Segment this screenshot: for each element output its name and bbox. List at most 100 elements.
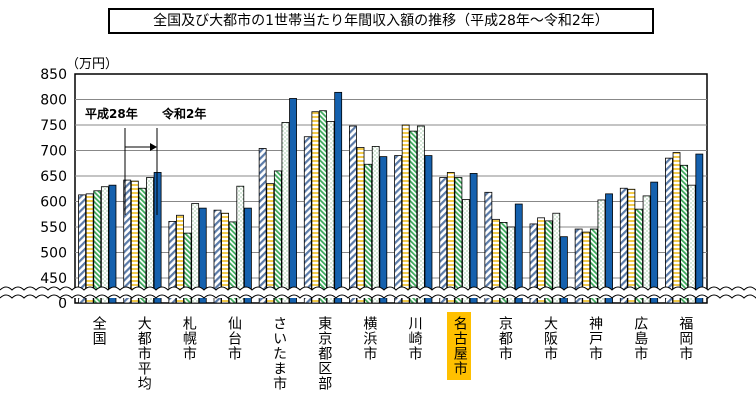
y-tick-label: 550 xyxy=(40,220,67,236)
bar-4-0 xyxy=(258,148,267,304)
x-tick-label: 札幌市 xyxy=(180,316,197,361)
bar-4-2 xyxy=(273,170,282,304)
bar-7-1 xyxy=(401,124,410,304)
chart-title: 全国及び大都市の1世帯当たり年間収入額の推移（平成28年～令和2年） xyxy=(108,8,654,34)
bar-9-4 xyxy=(514,203,523,304)
bar-8-3 xyxy=(462,199,470,304)
axis-break-band xyxy=(0,287,756,298)
bar-10-3 xyxy=(552,212,561,304)
bar-10-1 xyxy=(537,217,545,304)
bar-7-2 xyxy=(409,130,418,304)
bar-3-0 xyxy=(213,209,222,304)
bar-11-3 xyxy=(597,199,606,304)
bar-9-3 xyxy=(507,226,516,304)
x-tick-label: 仙台市 xyxy=(226,316,242,361)
bar-0-3 xyxy=(100,186,109,304)
bar-2-2 xyxy=(183,232,192,304)
bar-5-4 xyxy=(334,91,343,304)
bar-13-4 xyxy=(695,153,704,304)
y-tick-label: 450 xyxy=(40,271,67,287)
bar-0-0 xyxy=(78,194,86,304)
x-tick-label: 大都市平均 xyxy=(135,316,152,391)
bar-1-3 xyxy=(146,177,154,304)
bar-4-3 xyxy=(281,122,290,304)
y-tick-label: 700 xyxy=(40,144,67,160)
y-axis-unit: （万円） xyxy=(66,57,118,72)
bar-10-2 xyxy=(544,220,553,304)
bar-11-0 xyxy=(574,228,583,304)
bar-1-4 xyxy=(153,172,162,304)
axis-break-line xyxy=(0,294,756,299)
bar-0-1 xyxy=(85,193,94,304)
bar-0-4 xyxy=(108,184,117,304)
x-tick-label: 全国 xyxy=(90,316,107,346)
bar-8-1 xyxy=(446,172,455,304)
x-tick-label: 名古屋市 xyxy=(446,312,471,380)
bar-12-0 xyxy=(619,187,628,304)
y-tick-label: 850 xyxy=(40,67,67,83)
x-tick-label: 川崎市 xyxy=(406,316,423,361)
bar-3-3 xyxy=(236,185,245,304)
bar-13-0 xyxy=(665,157,673,304)
x-tick-label: 神戸市 xyxy=(587,316,604,361)
bar-7-4 xyxy=(424,155,433,304)
bar-11-2 xyxy=(589,228,598,304)
bar-2-0 xyxy=(168,220,177,304)
x-tick-label: 横浜市 xyxy=(361,316,378,361)
bar-2-3 xyxy=(191,203,200,304)
bar-13-2 xyxy=(680,164,689,304)
bar-6-2 xyxy=(364,163,373,304)
plot-frame xyxy=(74,73,708,304)
y-tick-label: 800 xyxy=(40,93,67,109)
bar-3-1 xyxy=(221,212,230,304)
bar-11-4 xyxy=(605,193,613,304)
bar-6-3 xyxy=(371,146,380,304)
bar-6-1 xyxy=(356,147,365,304)
annotation-arrowhead xyxy=(150,143,157,151)
bar-3-2 xyxy=(228,221,237,304)
bar-2-1 xyxy=(176,214,184,304)
annotation-end: 令和2年 xyxy=(161,106,206,121)
bar-1-1 xyxy=(130,180,139,304)
bar-3-4 xyxy=(243,207,252,304)
bar-1-0 xyxy=(123,179,132,304)
y-tick-label: 500 xyxy=(40,246,67,262)
axis-break-line xyxy=(0,286,756,291)
bar-5-0 xyxy=(303,136,312,304)
bar-2-4 xyxy=(198,207,207,304)
y-tick-label: 750 xyxy=(40,118,67,134)
bar-8-4 xyxy=(469,173,478,304)
bar-5-2 xyxy=(319,110,327,304)
bar-11-1 xyxy=(582,231,591,304)
x-tick-label: 大阪市 xyxy=(542,316,558,361)
bar-8-0 xyxy=(439,177,448,304)
bar-7-3 xyxy=(416,125,425,304)
bar-13-1 xyxy=(672,152,681,304)
annotation-start: 平成28年 xyxy=(85,106,138,121)
bar-7-0 xyxy=(394,155,402,304)
bar-0-2 xyxy=(93,190,102,304)
bar-10-4 xyxy=(560,236,568,304)
y-tick-label: 0 xyxy=(58,296,67,312)
period-annotation: 平成28年 令和2年 xyxy=(85,106,206,215)
bar-1-2 xyxy=(138,187,147,304)
bar-12-4 xyxy=(650,181,659,304)
bar-13-3 xyxy=(687,184,696,304)
x-tick-label: 東京都区部 xyxy=(316,316,333,391)
bar-5-1 xyxy=(311,111,320,304)
x-tick-label: さいたま市 xyxy=(271,316,288,391)
bar-4-1 xyxy=(266,183,275,304)
bar-9-0 xyxy=(484,191,493,304)
y-tick-label: 600 xyxy=(40,195,67,211)
bar-9-2 xyxy=(499,222,508,304)
bar-4-4 xyxy=(289,98,297,304)
bar-8-2 xyxy=(454,177,463,304)
x-tick-label: 福岡市 xyxy=(677,316,694,361)
x-tick-label: 広島市 xyxy=(632,316,649,361)
bar-6-4 xyxy=(379,156,388,304)
bar-9-1 xyxy=(492,218,500,304)
bar-10-0 xyxy=(529,223,538,304)
y-tick-label: 650 xyxy=(40,169,67,185)
bar-12-2 xyxy=(635,208,643,304)
